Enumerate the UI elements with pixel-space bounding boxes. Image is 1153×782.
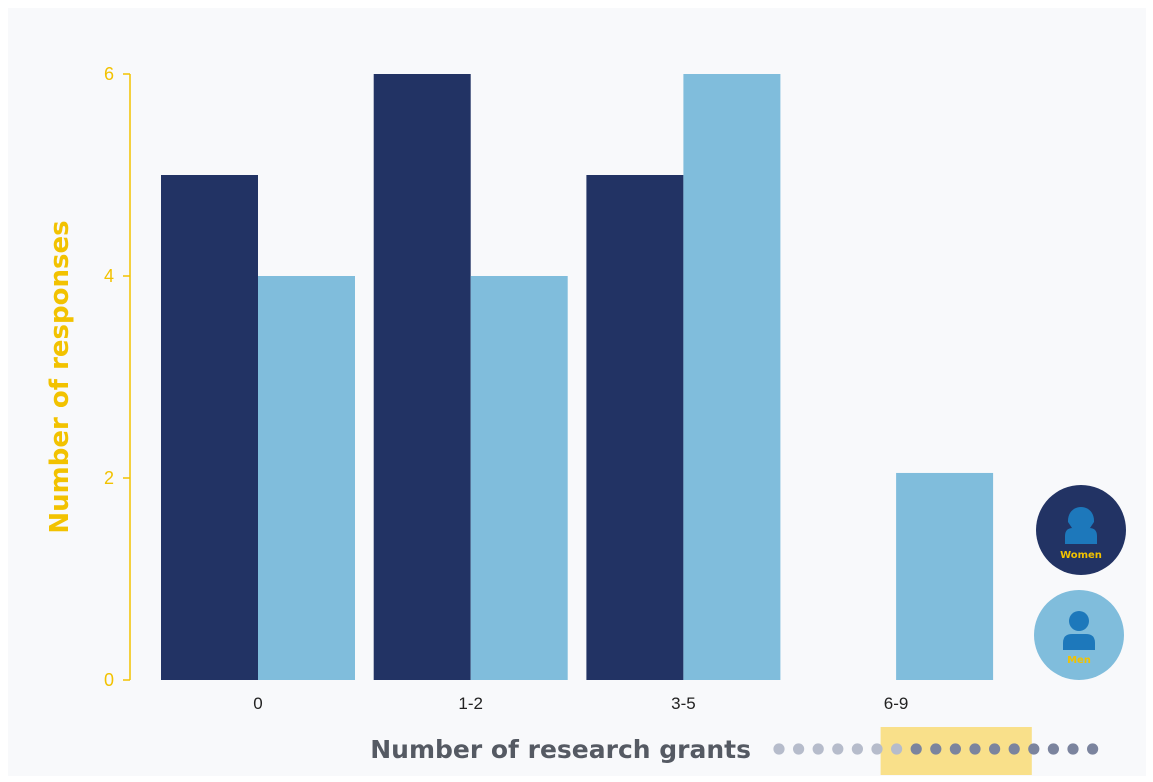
y-tick-label-2: 4 [104, 266, 114, 286]
x-tick-label-3: 6-9 [884, 694, 909, 713]
y-axis-title: Number of responses [45, 220, 75, 533]
man-icon-body [1063, 634, 1095, 650]
man-icon-head [1069, 611, 1089, 631]
decorative-dot-3 [832, 743, 844, 755]
y-tick-label-0: 0 [104, 670, 114, 690]
bar-men-3 [896, 472, 994, 680]
woman-icon-body [1065, 528, 1097, 544]
decorative-dot-1 [793, 743, 805, 755]
decorative-dot-10 [969, 743, 981, 755]
x-tick-label-2: 3-5 [671, 694, 696, 713]
decoration [773, 727, 1099, 775]
labels: 0 2 4 6 Number of responses 0 1-2 3-5 6-9 Number … [45, 64, 908, 764]
bar-men-0 [258, 276, 355, 680]
y-tick-label-3: 6 [104, 64, 114, 84]
y-tick-label-1: 2 [104, 468, 114, 488]
legend-item-0: Women [1036, 485, 1126, 575]
decorative-dot-16 [1087, 743, 1099, 755]
woman-icon-head [1067, 507, 1095, 528]
decorative-dot-9 [949, 743, 962, 755]
decorative-dot-2 [812, 743, 824, 755]
decorative-dot-14 [1047, 743, 1059, 755]
legend-item-1: Men [1034, 590, 1124, 680]
decorative-dot-15 [1067, 743, 1079, 755]
bar-men-2 [683, 74, 781, 680]
decorative-dot-0 [773, 743, 785, 755]
man-icon [1063, 611, 1095, 650]
decorative-dot-11 [989, 743, 1001, 755]
decorative-dot-5 [871, 743, 883, 755]
x-axis-title: Number of research grants [370, 735, 751, 764]
bars [161, 74, 994, 680]
legend: Women Men [1034, 485, 1126, 680]
decorative-dot-7 [910, 743, 922, 755]
bar-women-1 [373, 74, 471, 680]
legend-label-1: Men [1067, 655, 1091, 666]
x-tick-label-1: 1-2 [458, 694, 483, 713]
x-tick-label-0: 0 [253, 694, 262, 713]
axes [123, 73, 131, 681]
bar-women-2 [586, 175, 684, 680]
woman-icon [1065, 507, 1097, 544]
decorative-dot-12 [1008, 743, 1020, 755]
bar-men-1 [470, 276, 568, 680]
decorative-dot-8 [930, 743, 942, 755]
bar-women-0 [161, 175, 258, 680]
decorative-dot-13 [1028, 743, 1040, 755]
decorative-dot-6 [891, 743, 903, 755]
decorative-dot-4 [851, 743, 864, 755]
legend-label-0: Women [1060, 550, 1102, 561]
